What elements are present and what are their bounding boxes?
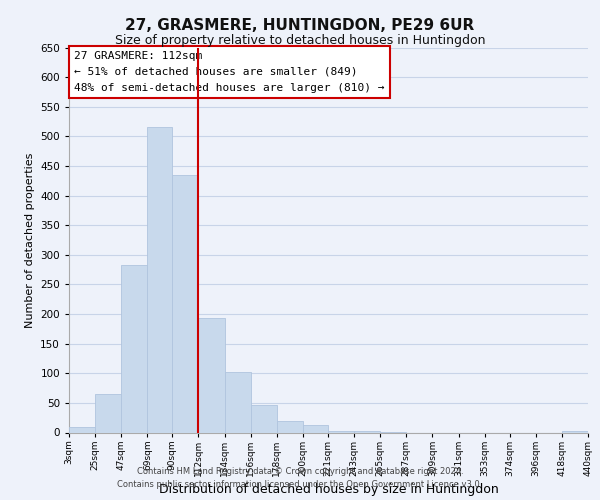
Bar xyxy=(277,420,303,432)
Y-axis label: Number of detached properties: Number of detached properties xyxy=(25,152,35,328)
Bar xyxy=(172,175,199,432)
Bar xyxy=(224,372,251,432)
Bar xyxy=(199,318,224,432)
X-axis label: Distribution of detached houses by size in Huntingdon: Distribution of detached houses by size … xyxy=(158,483,499,496)
Bar xyxy=(148,128,172,432)
Bar xyxy=(251,406,277,432)
Bar xyxy=(562,430,588,432)
Bar xyxy=(303,426,328,432)
Bar xyxy=(121,265,148,432)
Bar xyxy=(69,426,95,432)
Bar xyxy=(95,394,121,432)
Text: Size of property relative to detached houses in Huntingdon: Size of property relative to detached ho… xyxy=(115,34,485,47)
Text: 27, GRASMERE, HUNTINGDON, PE29 6UR: 27, GRASMERE, HUNTINGDON, PE29 6UR xyxy=(125,18,475,32)
Text: 27 GRASMERE: 112sqm
← 51% of detached houses are smaller (849)
48% of semi-detac: 27 GRASMERE: 112sqm ← 51% of detached ho… xyxy=(74,52,385,92)
Text: Contains HM Land Registry data © Crown copyright and database right 2024.
Contai: Contains HM Land Registry data © Crown c… xyxy=(118,467,482,489)
Bar xyxy=(328,430,354,432)
